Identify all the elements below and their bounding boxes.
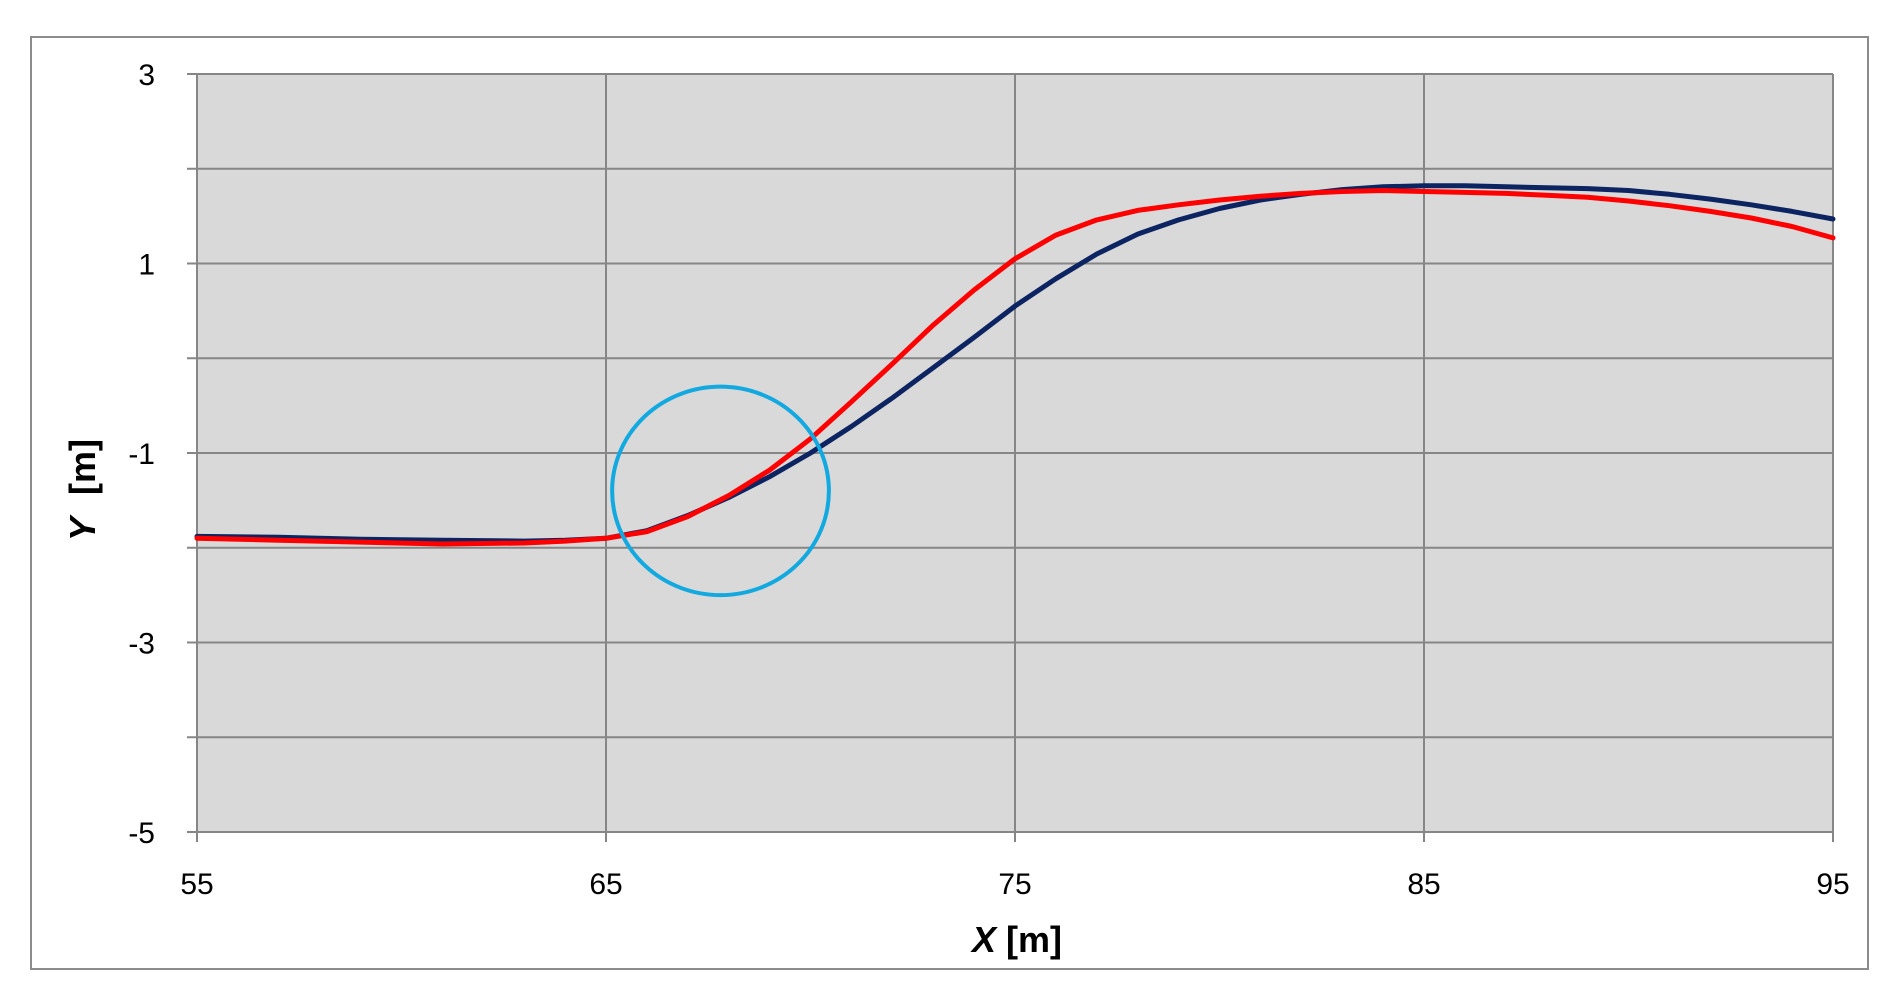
y-tick-label: -3 <box>128 628 155 661</box>
x-tick-label: 95 <box>1816 868 1849 901</box>
series-lines <box>194 183 1836 547</box>
y-tick-label: -5 <box>128 817 155 850</box>
x-axis-title: X [m] <box>970 919 1062 960</box>
y-tick-label: 3 <box>138 59 155 92</box>
axis-lines <box>187 73 1834 842</box>
x-tick-labels: 55 65 75 85 95 <box>180 868 1849 901</box>
annotation-layer <box>610 384 831 598</box>
y-axis-var: Y <box>62 514 103 541</box>
x-tick-label: 75 <box>998 868 1031 901</box>
y-axis-unit: [m] <box>62 439 103 495</box>
series-line-2 <box>194 188 1836 547</box>
y-tick-label: 1 <box>138 249 155 282</box>
x-axis-unit: [m] <box>1006 919 1062 960</box>
x-axis-var: X <box>970 919 998 960</box>
y-tick-labels: -5 -3 -1 1 3 <box>128 59 155 850</box>
x-tick-label: 55 <box>180 868 213 901</box>
y-tick-label: -1 <box>128 438 155 471</box>
highlight-circle <box>610 384 831 598</box>
y-axis-title: Y [m] <box>62 439 103 541</box>
x-tick-label: 65 <box>589 868 622 901</box>
x-tick-label: 85 <box>1407 868 1440 901</box>
